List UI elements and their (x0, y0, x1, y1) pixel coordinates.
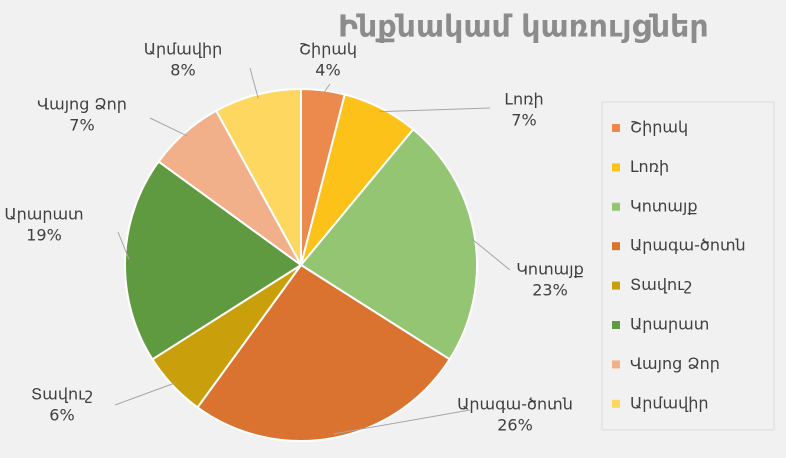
legend-label: Շիրակ (630, 118, 688, 137)
legend-frame (601, 101, 775, 431)
legend-swatch (612, 399, 620, 408)
data-label-name: Տավուշ (31, 385, 93, 404)
legend-label: Լոռի (630, 157, 669, 176)
leader-line (114, 382, 176, 406)
data-label: 7% (511, 111, 536, 130)
legend-swatch (612, 281, 620, 290)
leader-line (333, 409, 471, 435)
leader-line (379, 107, 491, 113)
data-label: 7% (69, 116, 94, 135)
leader-line (117, 231, 130, 260)
data-label: 19% (26, 226, 62, 245)
legend-swatch (612, 321, 620, 329)
legend-swatch (612, 242, 620, 251)
data-label-name: Շիրակ (299, 40, 357, 59)
pie-slice (124, 160, 303, 361)
leader-line (149, 117, 188, 137)
legend-swatch (612, 360, 620, 369)
legend-swatch (612, 124, 620, 132)
data-label: 26% (497, 416, 533, 435)
data-label-name: Վայոց Ձոր (37, 95, 127, 114)
pie-slice (196, 263, 451, 442)
data-label: 6% (49, 406, 74, 425)
chart-title: Ինքնակամ կառույցներ (338, 10, 709, 45)
leader-line (470, 237, 511, 271)
legend-label: Արմավիր (630, 393, 709, 412)
legend-label: Վայոց Ձոր (630, 354, 720, 373)
legend-label: Տավուշ (630, 275, 692, 294)
legend-swatch (612, 202, 620, 211)
data-label-name: Արագա-ծոտն (457, 395, 573, 414)
data-label-name: Լոռի (504, 90, 543, 109)
data-label-name: Արարատ (4, 205, 83, 224)
data-label-name: Արմավիր (144, 40, 223, 59)
pie-slice (299, 127, 478, 361)
legend-label: Արագա-ծոտն (630, 236, 746, 255)
leader-line (322, 83, 331, 95)
data-label: 23% (532, 281, 568, 300)
data-label: 4% (315, 61, 340, 80)
data-label-name: Կոտայք (516, 260, 584, 279)
legend-swatch (612, 163, 620, 172)
data-label: 8% (170, 61, 195, 80)
legend-label: Արարատ (630, 315, 709, 334)
leader-line (249, 67, 259, 99)
legend-label: Կոտայք (630, 196, 698, 215)
